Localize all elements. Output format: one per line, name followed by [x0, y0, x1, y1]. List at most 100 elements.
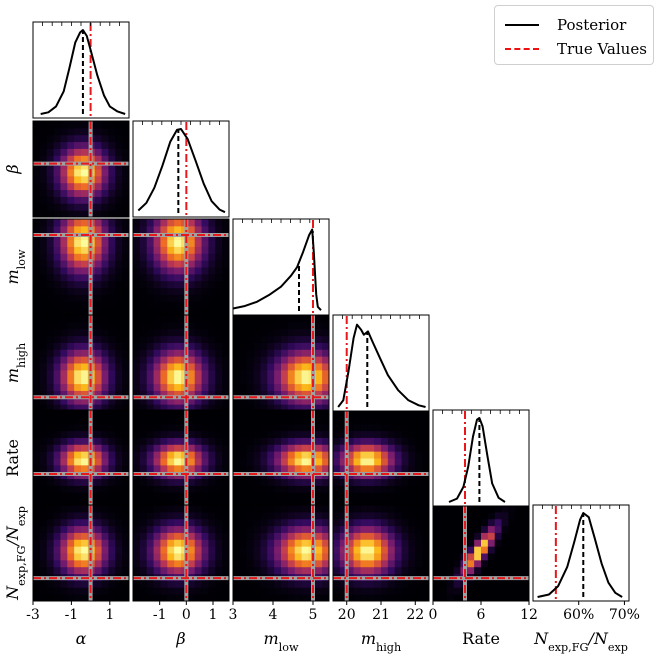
heatmap-cell — [281, 464, 289, 473]
heatmap-cell — [160, 294, 168, 302]
heatmap-cell — [115, 315, 123, 323]
heatmap-cell — [360, 566, 368, 575]
heatmap-cell — [122, 155, 129, 163]
heatmap-cell — [139, 253, 148, 261]
heatmap-cell — [139, 423, 148, 432]
heatmap-cell — [246, 580, 255, 588]
heatmap-cell — [160, 594, 168, 601]
heatmap-cell — [233, 485, 241, 493]
heatmap-cell — [94, 315, 103, 323]
heatmap-cell — [146, 587, 155, 595]
heatmap-cell — [187, 594, 196, 601]
heatmap-cell — [167, 225, 175, 234]
heatmap-cell — [153, 376, 161, 385]
heatmap-cell — [381, 451, 389, 459]
heatmap-cell — [194, 478, 203, 486]
heatmap-cell — [115, 196, 123, 204]
heatmap-cell — [201, 369, 209, 378]
heatmap-cell — [167, 525, 175, 533]
heatmap-cell — [194, 363, 203, 371]
heatmap-cell — [139, 492, 148, 500]
heatmap-cell — [194, 287, 203, 295]
heatmap-cell — [201, 315, 209, 323]
heatmap-cell — [122, 294, 129, 302]
heatmap-cell — [122, 437, 129, 445]
heatmap-cell — [46, 239, 55, 247]
heatmap-cell — [353, 518, 361, 527]
heatmap-cell — [274, 505, 282, 513]
heatmap-cell — [267, 315, 275, 323]
heatmap-cell — [367, 458, 375, 466]
heatmap-cell — [33, 369, 41, 378]
heatmap-cell — [246, 499, 255, 506]
heatmap-cell — [53, 458, 61, 466]
heatmap-cell — [222, 458, 229, 466]
heatmap-cell — [274, 458, 282, 466]
heatmap-cell — [333, 587, 341, 595]
heatmap-cell — [187, 369, 196, 378]
heatmap-cell — [233, 492, 241, 500]
heatmap-cell — [353, 587, 361, 595]
heatmap-cell — [522, 587, 529, 595]
heatmap-cell — [453, 518, 461, 527]
heatmap-cell — [174, 437, 182, 445]
heatmap-cell — [160, 219, 168, 227]
heatmap-cell — [522, 518, 529, 527]
heatmap-cell — [167, 499, 175, 506]
heatmap-cell — [101, 478, 109, 486]
panel-frame — [132, 504, 230, 602]
heatmap-cell — [294, 430, 303, 438]
heatmap-cell — [39, 505, 48, 513]
heatmap-cell — [33, 566, 41, 575]
heatmap-cell — [494, 511, 503, 520]
heatmap-cell — [422, 532, 429, 540]
heatmap-cells — [33, 121, 129, 217]
legend-entry-true-values: True Values — [505, 38, 647, 60]
heatmap-cell — [194, 464, 203, 473]
heatmap-cell — [422, 553, 429, 561]
heatmap-cell — [74, 121, 82, 129]
heatmap-cell — [367, 499, 375, 506]
heatmap-cell — [33, 203, 41, 211]
heatmap-cell — [108, 315, 116, 323]
heatmap-cell — [94, 492, 103, 500]
heatmap-cell — [74, 294, 82, 302]
heatmap-cell — [74, 225, 82, 234]
heatmap-cell — [294, 342, 303, 350]
heatmap-cell — [133, 423, 141, 432]
heatmap-cell — [267, 423, 275, 432]
heatmap-cell — [274, 383, 282, 391]
heatmap-cell — [153, 239, 161, 247]
heatmap-cell — [174, 321, 182, 330]
heatmap-cell — [508, 559, 516, 568]
heatmap-cell — [33, 553, 41, 561]
heatmap-cell — [67, 404, 75, 411]
heatmap-cell — [260, 335, 268, 343]
y-axis-label: β — [3, 164, 22, 174]
heatmap-cell — [301, 342, 309, 350]
heatmap-cell — [367, 525, 375, 533]
heatmap-cell — [122, 532, 129, 540]
heatmap-cell — [60, 349, 68, 357]
heatmap-cell — [174, 253, 182, 261]
heatmap-cell — [274, 430, 282, 438]
heatmap-cell — [160, 253, 168, 261]
heatmap-cell — [394, 546, 403, 554]
heatmap-cell — [215, 410, 223, 418]
heatmap-cell — [46, 321, 55, 330]
heatmap-cell — [187, 383, 196, 391]
heatmap-cell — [446, 525, 455, 533]
heatmap-cell — [222, 478, 229, 486]
heatmap-cell — [239, 594, 248, 601]
heatmap-cell — [67, 280, 75, 289]
heatmap-cell — [33, 210, 41, 217]
heatmap-cell — [333, 594, 341, 601]
heatmap-cell — [39, 430, 48, 438]
heatmap-cell — [222, 397, 229, 405]
heatmap-cell — [294, 390, 303, 398]
heatmap-cell — [139, 239, 148, 247]
heatmap-cell — [367, 594, 375, 601]
heatmap-cell — [160, 315, 168, 323]
heatmap-cell — [408, 492, 416, 500]
heatmap-cell — [515, 525, 523, 533]
